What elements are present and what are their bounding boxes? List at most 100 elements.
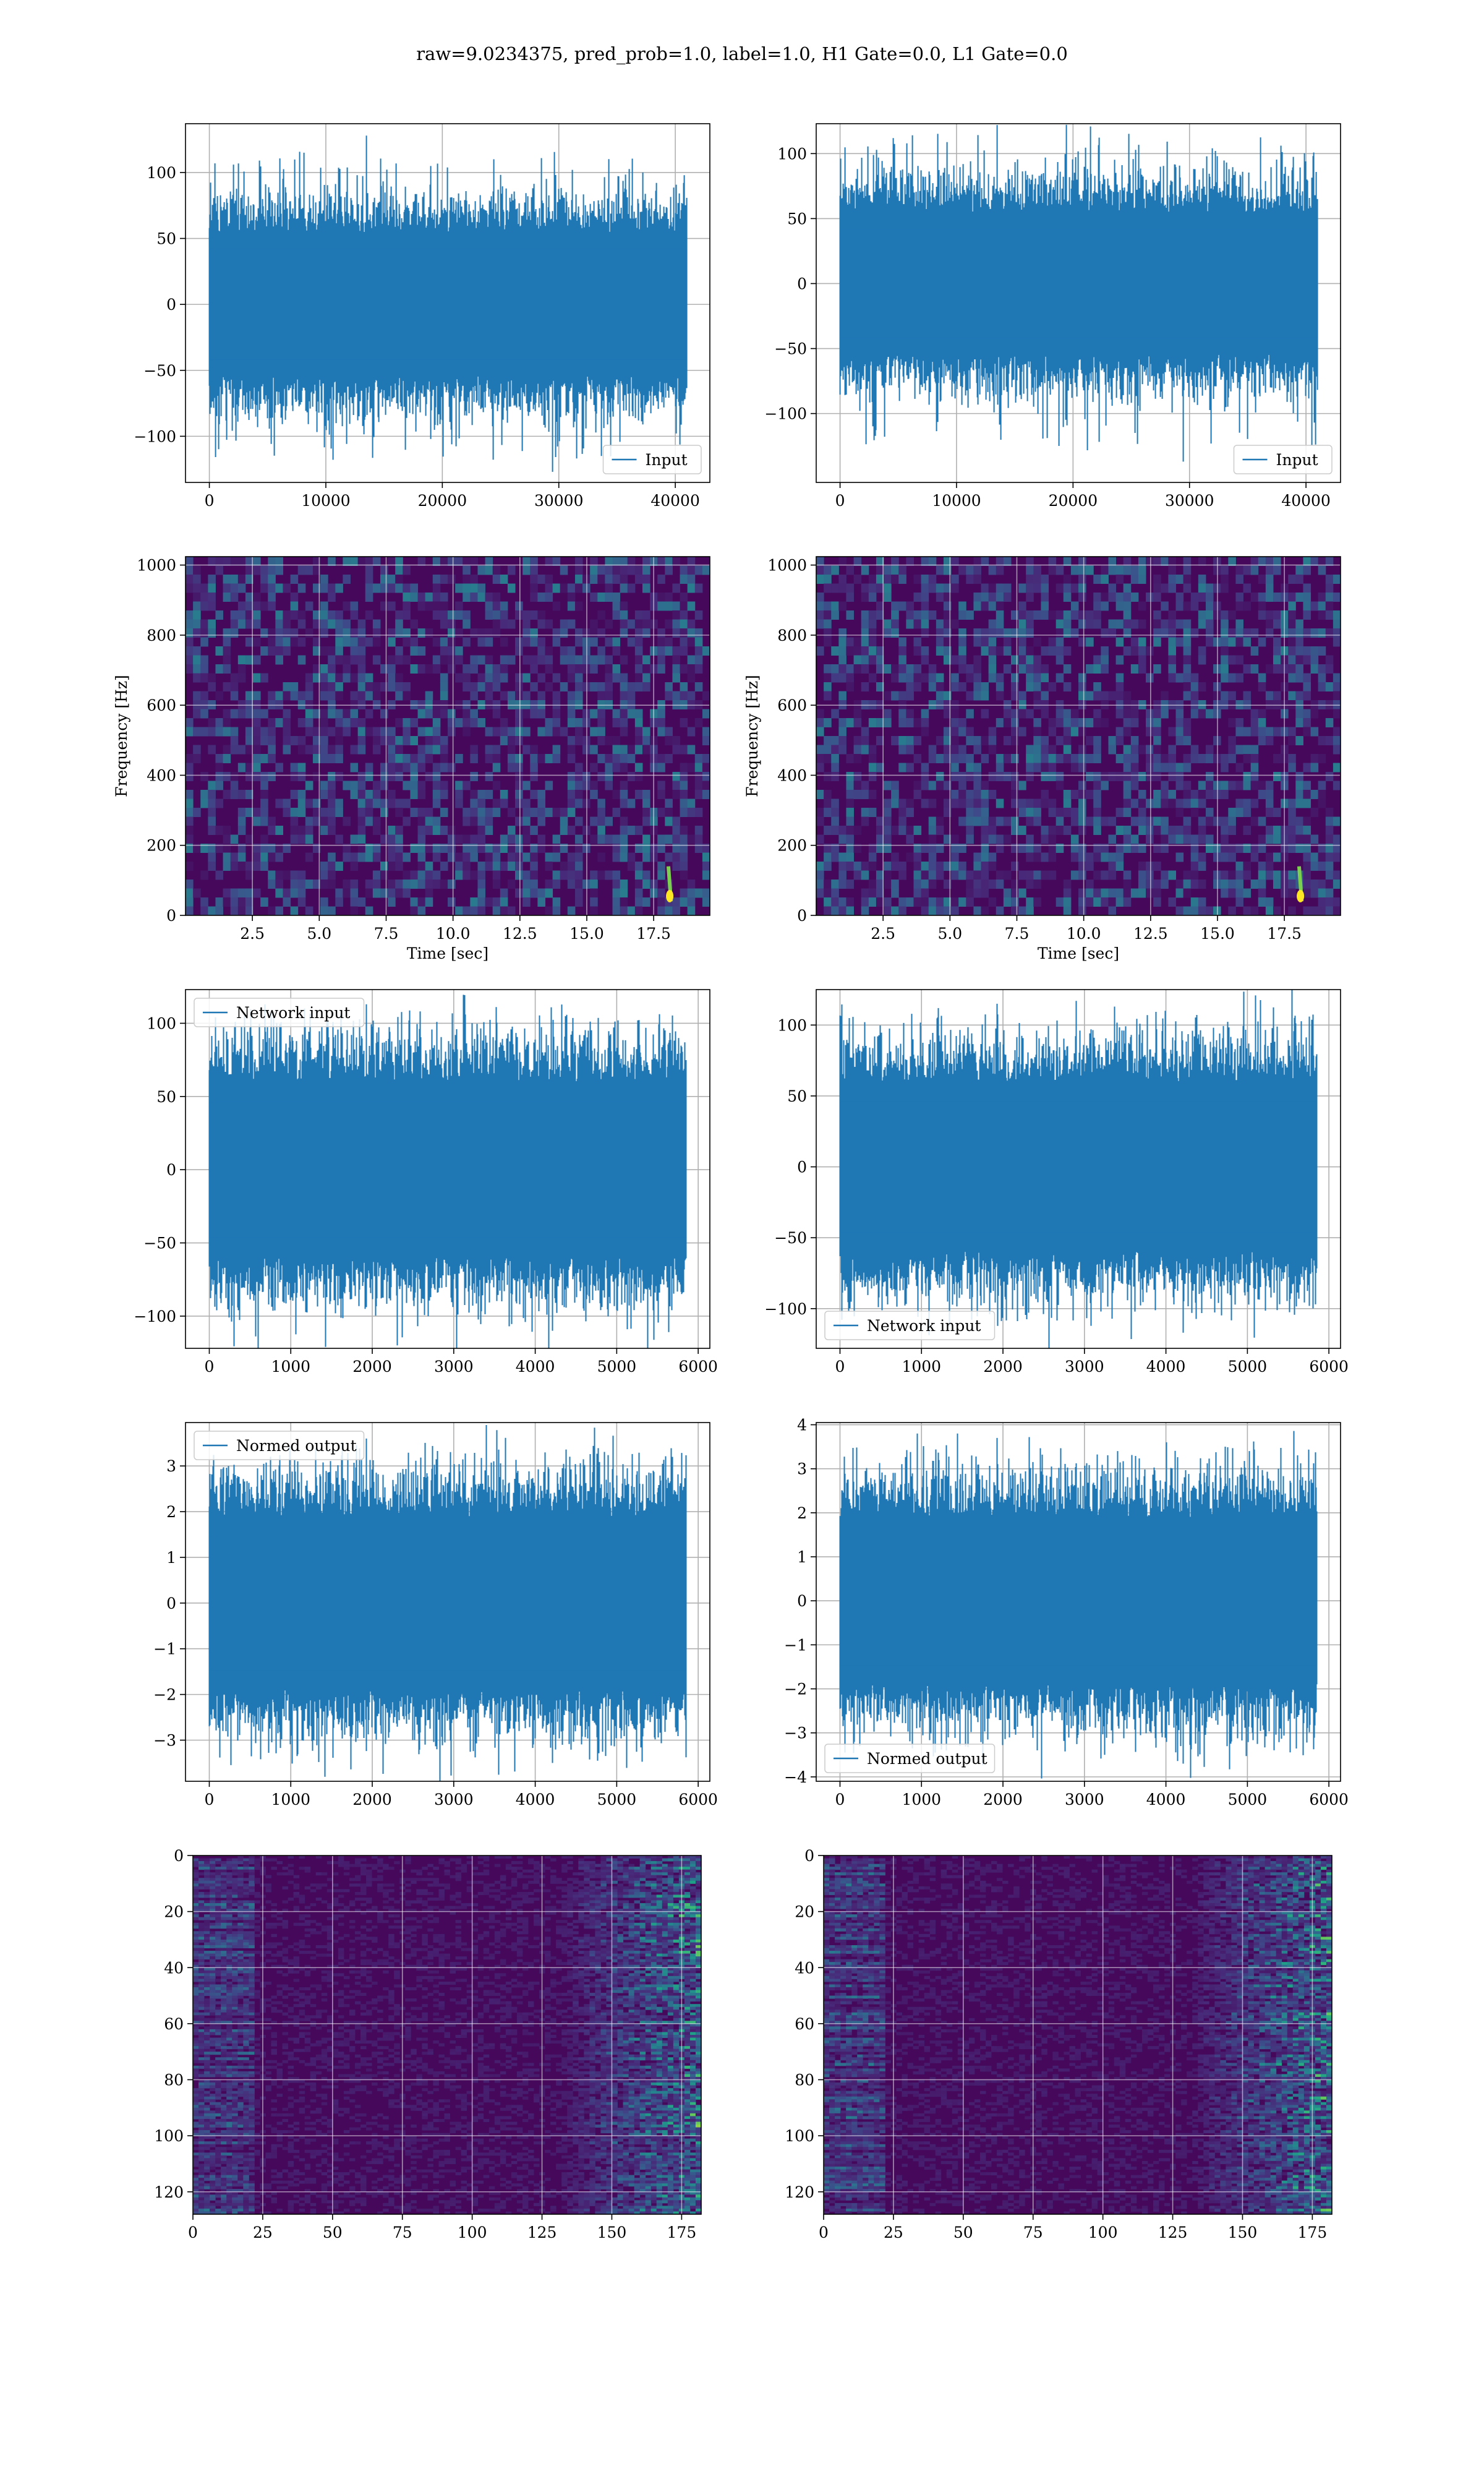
y-tick-label: 1: [797, 1548, 807, 1566]
y-tick-label: −2: [784, 1680, 807, 1698]
x-tick-label: 0: [205, 1791, 215, 1808]
x-tick-label: 5000: [1228, 1358, 1268, 1376]
x-tick-label: 5.0: [307, 925, 331, 943]
input-h1-panel: 0 10000 20000 30000 40000 −100 −50 0 50 100 Input: [111, 111, 742, 520]
x-tick-label: 40000: [1281, 492, 1331, 510]
x-tick-label: 1000: [271, 1791, 310, 1808]
figure-title: raw=9.0234375, pred_prob=1.0, label=1.0,…: [416, 43, 1068, 64]
legend: Input: [602, 445, 702, 474]
axes-frame: [823, 1855, 1333, 2215]
x-tick-label: 30000: [1165, 492, 1214, 510]
y-tick-label: 600: [147, 696, 176, 714]
legend: Normed output: [194, 1431, 365, 1460]
network-input-l1-svg: 0 1000 2000 3000 4000 5000 6000 −100 −50 0 50 100 Ne…: [764, 989, 1349, 1376]
x-tick-label: 5.0: [937, 925, 962, 943]
x-tick-label: 0: [819, 2224, 829, 2241]
y-tick-label: 200: [147, 837, 176, 855]
x-tick-label: 6000: [1309, 1791, 1349, 1808]
x-tick-label: 40000: [650, 492, 700, 510]
network-input-h1-panel: 0 1000 2000 3000 4000 5000 6000 −100 −50 0 50 100 Ne…: [111, 977, 742, 1385]
x-tick-label: 1000: [902, 1358, 941, 1376]
y-axis-label: Frequency [Hz]: [113, 675, 130, 797]
x-tick-label: 25: [253, 2224, 273, 2241]
y-tick-label: 0: [797, 275, 807, 293]
y-tick-label: 200: [777, 837, 807, 855]
y-tick-label: −50: [143, 362, 176, 380]
x-tick-label: 125: [527, 2224, 557, 2241]
normed-output-h1-panel: 0 1000 2000 3000 4000 5000 6000 −3 −2 −1 0 1 2 3 Norme…: [111, 1410, 742, 1818]
y-tick-label: −1: [153, 1640, 176, 1658]
y-tick-label: 0: [174, 1847, 184, 1865]
grid: [193, 1856, 701, 2214]
y-tick-label: 20: [164, 1903, 184, 1921]
x-tick-label: 3000: [434, 1791, 474, 1808]
y-tick-label: 100: [777, 1016, 807, 1034]
legend: Network input: [194, 998, 365, 1027]
y-tick-label: 4: [797, 1416, 807, 1434]
y-tick-label: 600: [777, 696, 807, 714]
x-tick-label: 2.5: [240, 925, 265, 943]
y-tick-label: −3: [784, 1724, 807, 1742]
heatmap-cells: [816, 557, 1341, 915]
x-tick-label: 6000: [678, 1358, 718, 1376]
x-tick-label: 100: [458, 2224, 487, 2241]
legend-label: Normed output: [867, 1750, 987, 1768]
heatmap-cells: [193, 1856, 701, 2214]
y-tick-label: 120: [154, 2183, 184, 2201]
x-tick-label: 75: [393, 2224, 412, 2241]
legend: Input: [1233, 445, 1333, 474]
axes-frame: [185, 1422, 710, 1782]
x-tick-label: 6000: [1309, 1358, 1349, 1376]
y-tick-label: 0: [166, 1161, 176, 1179]
y-tick-label: 20: [795, 1903, 814, 1921]
axes-frame: [185, 556, 710, 916]
y-tick-label: 0: [166, 296, 176, 314]
y-tick-label: −100: [764, 1300, 807, 1318]
series-core: [209, 249, 687, 360]
input-h1-svg: 0 10000 20000 30000 40000 −100 −50 0 50 100 Input: [134, 123, 710, 510]
x-tick-label: 2000: [352, 1791, 392, 1808]
x-tick-label: 75: [1023, 2224, 1043, 2241]
x-tick-label: 3000: [1065, 1791, 1104, 1808]
x-tick-label: 7.5: [1005, 925, 1030, 943]
y-tick-label: 800: [147, 627, 176, 644]
y-tick-label: 400: [147, 766, 176, 784]
spectrogram-l1-panel: 2.5 5.0 7.5 10.0 12.5 15.0 17.5 0 200 400 600 800 10…: [742, 544, 1373, 965]
x-tick-label: 0: [835, 492, 845, 510]
y-tick-label: 0: [797, 907, 807, 925]
y-tick-label: 100: [777, 145, 807, 163]
legend-label: Normed output: [236, 1437, 357, 1455]
y-tick-label: 0: [804, 1847, 814, 1865]
x-tick-label: 50: [323, 2224, 343, 2241]
network-input-h1-svg: 0 1000 2000 3000 4000 5000 6000 −100 −50 0 50 100 Ne…: [134, 989, 718, 1376]
axes-frame: [816, 1422, 1341, 1782]
y-tick-label: −50: [774, 1229, 807, 1247]
x-tick-label: 25: [884, 2224, 903, 2241]
x-tick-label: 2000: [352, 1358, 392, 1376]
feature-map-h1-svg: 0 25 50 75 100 125 150 175 0 20 40 60 80 100 120: [154, 1847, 702, 2241]
spectrogram-l1-svg: 2.5 5.0 7.5 10.0 12.5 15.0 17.5 0 200 400 600 800 10…: [743, 556, 1341, 962]
y-tick-label: −4: [784, 1768, 807, 1786]
y-tick-label: 80: [795, 2071, 814, 2089]
x-tick-label: 17.5: [1267, 925, 1302, 943]
series-core: [840, 1101, 1317, 1233]
legend-label: Network input: [867, 1317, 981, 1335]
y-tick-label: −50: [143, 1235, 176, 1252]
x-tick-label: 150: [1228, 2224, 1258, 2241]
x-tick-label: 5000: [597, 1791, 637, 1808]
axes-frame: [816, 556, 1341, 916]
x-tick-label: 12.5: [1133, 925, 1168, 943]
heatmap-cells: [824, 1856, 1332, 2214]
y-tick-label: −100: [134, 1308, 176, 1325]
y-tick-label: 0: [166, 1594, 176, 1612]
series-core: [840, 229, 1318, 338]
x-tick-label: 125: [1158, 2224, 1188, 2241]
x-axis-label: Time [sec]: [407, 944, 488, 962]
y-tick-label: 80: [164, 2071, 184, 2089]
y-tick-label: 0: [797, 1592, 807, 1610]
input-l1-panel: 0 10000 20000 30000 40000 −100 −50 0 50 100 Input: [742, 111, 1373, 520]
x-tick-label: 10.0: [1067, 925, 1101, 943]
axes-frame: [185, 123, 710, 483]
axes-frame: [816, 989, 1341, 1349]
y-tick-label: 1000: [137, 557, 176, 575]
